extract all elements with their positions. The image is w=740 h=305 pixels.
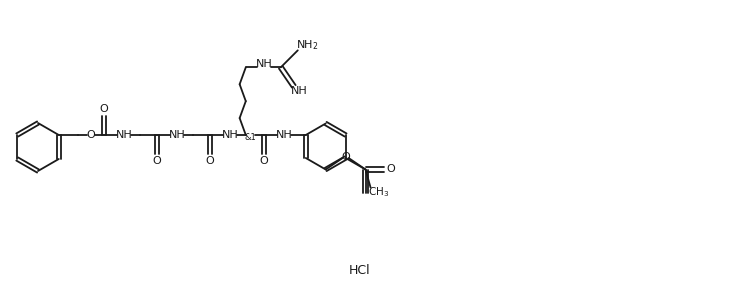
Text: NH: NH — [275, 130, 292, 140]
Text: O: O — [87, 130, 95, 140]
Text: HCl: HCl — [349, 264, 371, 277]
Text: NH$_2$: NH$_2$ — [295, 38, 318, 52]
Text: O: O — [206, 156, 214, 166]
Text: NH: NH — [255, 59, 272, 69]
Text: O: O — [260, 156, 268, 166]
Text: NH: NH — [221, 130, 238, 140]
Text: NH: NH — [115, 130, 132, 140]
Text: O: O — [99, 104, 108, 114]
Text: O: O — [341, 152, 350, 162]
Text: CH$_3$: CH$_3$ — [368, 186, 389, 199]
Text: O: O — [152, 156, 161, 166]
Text: NH: NH — [290, 86, 307, 96]
Text: &1: &1 — [245, 134, 257, 142]
Text: NH: NH — [169, 130, 185, 140]
Text: O: O — [386, 164, 395, 174]
